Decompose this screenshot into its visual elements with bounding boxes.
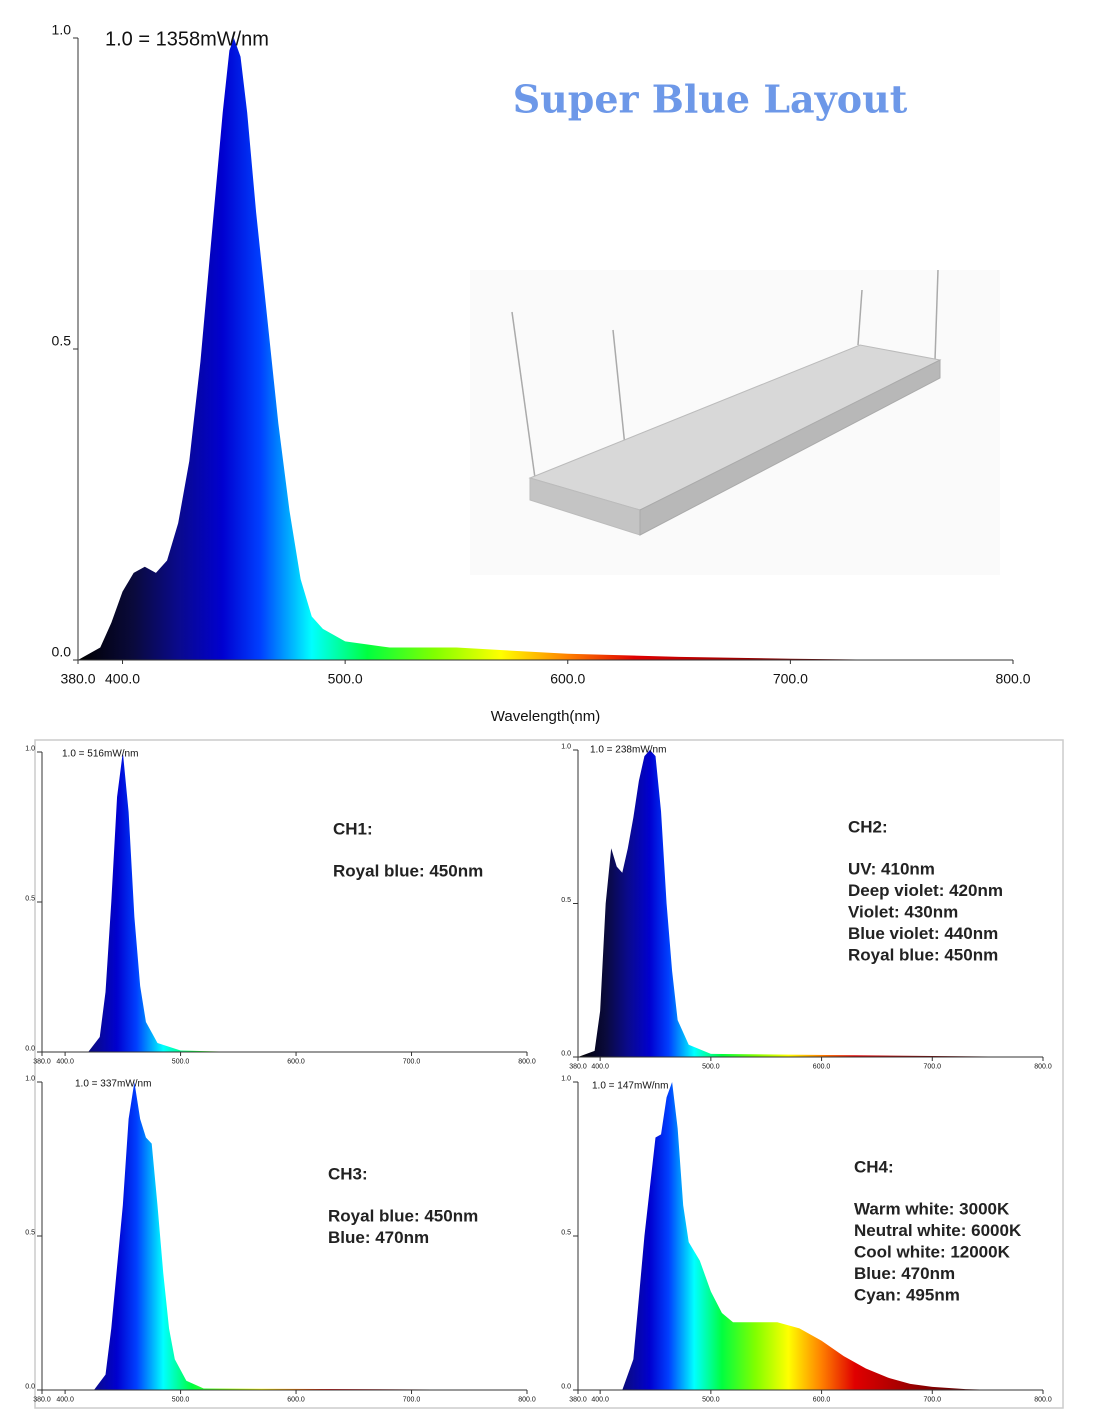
channel-led: Royal blue: 450nm (328, 1206, 478, 1225)
x-tick-label: 380.0 (33, 1397, 51, 1404)
spectrum-chart: 0.0 0.5 1.0 380.0 400.0 500.0 600.0 700.0 800.0 1… (561, 743, 1052, 1070)
x-tick-label: 600.0 (287, 1397, 305, 1404)
charts: 0.0 0.5 1.0 380.0 400.0 500.0 600.0 700.0 800.0 1… (25, 22, 1052, 1404)
x-tick-label: 700.0 (403, 1397, 421, 1404)
scale-annotation: 1.0 = 238mW/nm (590, 745, 666, 756)
x-tick-label: 500.0 (172, 1397, 190, 1404)
panel-frame (34, 739, 1064, 1409)
x-tick-label: 700.0 (403, 1059, 421, 1066)
channel-led: Blue: 470nm (328, 1228, 429, 1247)
channel-led: Blue: 470nm (854, 1264, 955, 1283)
x-tick-label: 400.0 (56, 1397, 74, 1404)
spectrum-area (42, 752, 527, 1052)
x-tick-label: 380.0 (33, 1059, 51, 1066)
scale-annotation: 1.0 = 337mW/nm (75, 1079, 151, 1090)
x-tick-label: 800.0 (518, 1397, 536, 1404)
y-tick-label: 0.5 (561, 897, 571, 904)
scale-annotation: 1.0 = 516mW/nm (62, 749, 138, 760)
x-tick-label: 700.0 (924, 1064, 942, 1071)
spectrum-chart: 0.0 0.5 1.0 380.0 400.0 500.0 600.0 700.0 800.0 1… (52, 22, 1031, 725)
x-tick-label: 800.0 (1034, 1064, 1052, 1071)
x-tick-label: 800.0 (518, 1059, 536, 1066)
y-tick-label: 1.0 (25, 745, 35, 752)
spectrum-area (578, 1082, 1043, 1390)
channel-led: Cyan: 495nm (854, 1285, 960, 1304)
y-tick-label: 0.5 (25, 895, 35, 902)
channel-heading: CH2: (848, 817, 888, 836)
x-tick-label: 400.0 (105, 670, 140, 686)
x-tick-label: 600.0 (813, 1397, 831, 1404)
y-tick-label: 1.0 (561, 1075, 571, 1082)
channel-led: Violet: 430nm (848, 902, 958, 921)
spectrum-area (78, 38, 1013, 660)
x-tick-label: 800.0 (1034, 1397, 1052, 1404)
x-tick-label: 500.0 (172, 1059, 190, 1066)
x-tick-label: 380.0 (60, 670, 95, 686)
y-tick-label: 0.0 (52, 644, 72, 660)
y-tick-label: 0.0 (25, 1383, 35, 1390)
x-tick-label: 380.0 (569, 1397, 587, 1404)
x-tick-label: 500.0 (328, 670, 363, 686)
y-tick-label: 0.0 (561, 1383, 571, 1390)
x-axis-label: Wavelength(nm) (491, 708, 600, 725)
channel-led: Warm white: 3000K (854, 1199, 1010, 1218)
channel-led: UV: 410nm (848, 859, 935, 878)
fixture-illustration (470, 269, 1000, 575)
y-tick-label: 0.5 (561, 1229, 571, 1236)
channel-led: Neutral white: 6000K (854, 1221, 1022, 1240)
spectrum-chart: 0.0 0.5 1.0 380.0 400.0 500.0 600.0 700.0 800.0 1… (25, 745, 536, 1065)
x-tick-label: 500.0 (702, 1397, 720, 1404)
y-tick-label: 0.5 (52, 333, 72, 349)
x-tick-label: 700.0 (773, 670, 808, 686)
y-tick-label: 0.0 (25, 1045, 35, 1052)
y-tick-label: 1.0 (25, 1075, 35, 1082)
channel-led: Cool white: 12000K (854, 1242, 1011, 1261)
channel-heading: CH4: (854, 1157, 894, 1176)
spectrum-chart: 0.0 0.5 1.0 380.0 400.0 500.0 600.0 700.0 800.0 1… (25, 1075, 536, 1403)
y-tick-label: 0.0 (561, 1050, 571, 1057)
spectrum-area (578, 750, 1043, 1057)
channel-led: Royal blue: 450nm (848, 945, 998, 964)
x-tick-label: 400.0 (591, 1064, 609, 1071)
x-tick-label: 400.0 (56, 1059, 74, 1066)
x-tick-label: 500.0 (702, 1064, 720, 1071)
channel-led: Deep violet: 420nm (848, 881, 1003, 900)
y-tick-label: 0.5 (25, 1229, 35, 1236)
x-tick-label: 600.0 (287, 1059, 305, 1066)
y-tick-label: 1.0 (561, 743, 571, 750)
scale-annotation: 1.0 = 147mW/nm (592, 1081, 668, 1092)
scale-annotation: 1.0 = 1358mW/nm (105, 28, 269, 50)
y-tick-label: 1.0 (52, 22, 72, 38)
spectrum-area (42, 1082, 527, 1390)
page-title: Super Blue Layout (513, 77, 908, 122)
x-tick-label: 380.0 (569, 1064, 587, 1071)
spectrum-chart: 0.0 0.5 1.0 380.0 400.0 500.0 600.0 700.0 800.0 1… (561, 1075, 1052, 1403)
channel-led: Blue violet: 440nm (848, 924, 998, 943)
channel-heading: CH3: (328, 1164, 368, 1183)
x-tick-label: 800.0 (995, 670, 1030, 686)
channel-led: Royal blue: 450nm (333, 861, 483, 880)
x-tick-label: 600.0 (550, 670, 585, 686)
channel-heading: CH1: (333, 819, 373, 838)
x-tick-label: 400.0 (591, 1397, 609, 1404)
x-tick-label: 700.0 (924, 1397, 942, 1404)
x-tick-label: 600.0 (813, 1064, 831, 1071)
